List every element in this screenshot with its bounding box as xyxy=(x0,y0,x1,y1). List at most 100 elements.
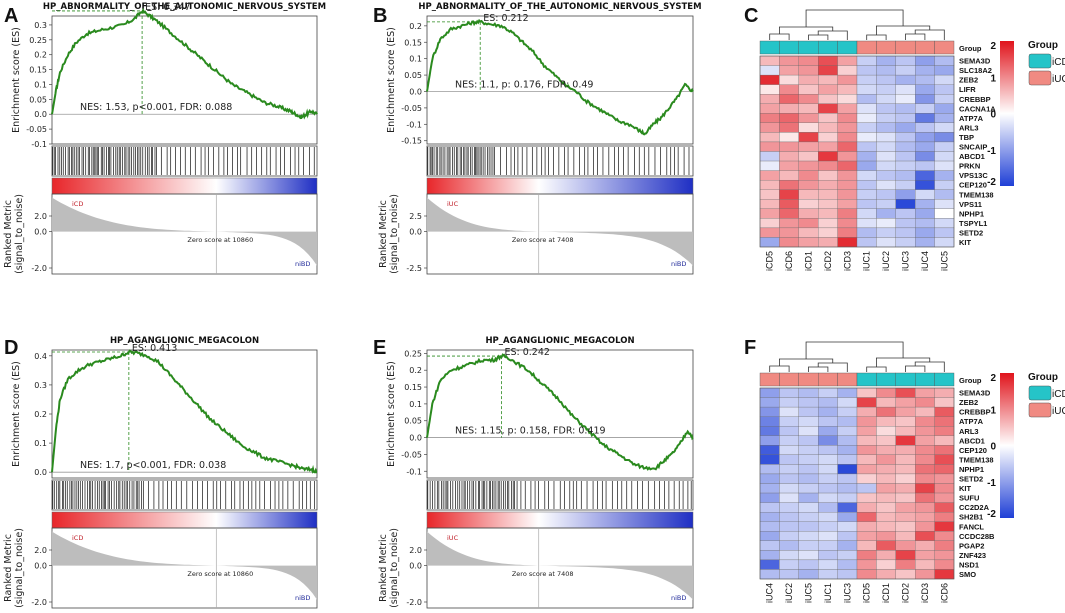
heatmap-cell xyxy=(779,540,799,551)
heatmap-cell xyxy=(895,426,916,436)
heatmap-cell xyxy=(856,218,877,229)
heatmap-cell xyxy=(876,416,896,427)
heatmap-cell xyxy=(798,406,819,417)
heatmap-cell xyxy=(876,170,896,181)
sample-label: iUC1 xyxy=(862,251,872,271)
heatmap-cell xyxy=(895,492,916,503)
negative-group-label: niBD xyxy=(295,260,310,268)
gene-label: SLC18A2 xyxy=(959,66,992,75)
heatmap-cell xyxy=(798,227,819,238)
heatmap-cell xyxy=(856,512,877,522)
heatmap-cell xyxy=(934,559,955,570)
gsea-title: HP_ABNORMALITY_OF_THE_AUTONOMIC_NERVOUS_… xyxy=(418,2,701,12)
heatmap-cell xyxy=(818,141,838,152)
heatmap-cell xyxy=(779,170,799,181)
gene-label: SEMA3D xyxy=(959,389,991,398)
heatmap-cell xyxy=(915,94,935,104)
heatmap-cell xyxy=(876,179,896,190)
heatmap-cell xyxy=(837,454,858,465)
heatmap-cell xyxy=(895,406,916,417)
heatmap-cell xyxy=(818,74,838,85)
sample-label: iUC5 xyxy=(804,583,814,603)
heatmap-cell xyxy=(895,454,916,465)
heatmap-cell xyxy=(818,531,838,541)
heatmap-cell xyxy=(856,122,877,133)
heatmap-cell xyxy=(856,65,877,76)
stats-label: NES: 1.7, p<0.001, FDR: 0.038 xyxy=(80,460,226,471)
colorbar xyxy=(1000,373,1014,518)
heatmap-cell xyxy=(856,502,877,513)
heatmap-cell xyxy=(876,435,896,446)
legend-label-iuc: iUC xyxy=(1052,406,1065,417)
heatmap-cell xyxy=(915,237,935,248)
heatmap-cell xyxy=(818,94,838,104)
heatmap-cell xyxy=(818,550,838,561)
heatmap-cell xyxy=(759,445,780,455)
heatmap-cell xyxy=(934,132,955,143)
heatmap-cell xyxy=(759,492,780,503)
heatmap-cell xyxy=(895,512,916,522)
legend-label-icd: iCD xyxy=(1052,57,1065,68)
heatmap-cell xyxy=(876,512,896,522)
heatmap-cell xyxy=(876,208,896,219)
heatmap-cell xyxy=(759,65,780,76)
heatmap-cell xyxy=(934,397,955,408)
heatmap-cell xyxy=(818,540,838,551)
colorbar-tick-label: -2 xyxy=(987,177,996,188)
es-curve xyxy=(426,18,694,136)
heatmap-cell xyxy=(915,141,935,152)
group-row-label: Group xyxy=(959,376,982,385)
heatmap-cell xyxy=(856,521,877,532)
heatmap-cell xyxy=(895,65,916,76)
heatmap-cell xyxy=(934,55,955,66)
heatmap-cell xyxy=(856,94,877,104)
heatmap-cell xyxy=(934,199,955,209)
metric-axis-label: Ranked Metric(signal_to_noise) xyxy=(378,194,400,274)
heatmap-cell xyxy=(895,550,916,561)
heatmap-cell xyxy=(934,521,955,532)
dendrogram-branch xyxy=(914,29,945,40)
heatmap-cell xyxy=(895,531,916,541)
heatmap-cell xyxy=(779,74,799,85)
es-value-label: ES: 0.347 xyxy=(145,2,190,13)
heatmap-cell xyxy=(818,387,838,398)
heatmap-cell xyxy=(895,397,916,408)
panel-label: C xyxy=(744,5,758,27)
sample-label: iUC3 xyxy=(901,251,911,271)
heatmap-cell xyxy=(934,540,955,551)
heatmap-cell xyxy=(915,199,935,209)
es-tick-label: 0.0 xyxy=(34,468,47,477)
heatmap-cell xyxy=(837,550,858,561)
legend-label-icd: iCD xyxy=(1052,389,1065,400)
es-tick-label: -0.1 xyxy=(406,467,422,476)
heatmap-cell xyxy=(895,55,916,66)
heatmap-cell xyxy=(934,569,955,580)
heatmap-cell xyxy=(856,160,877,171)
heatmap-cell xyxy=(818,218,838,229)
heatmap-cell xyxy=(818,103,838,114)
sample-label: iCD5 xyxy=(765,251,775,271)
sample-label: iCD1 xyxy=(881,583,891,603)
heatmap-cell xyxy=(837,521,858,532)
stats-label: NES: 1.1, p: 0.176, FDR: 0.49 xyxy=(455,79,593,90)
es-axis-label: Enrichment score (ES) xyxy=(11,27,22,133)
group-annotation-cell xyxy=(759,372,780,387)
gene-label: NPHP1 xyxy=(959,465,984,474)
heatmap-cell xyxy=(798,160,819,171)
es-tick-label: 0.4 xyxy=(34,352,47,361)
ranked-metric-area xyxy=(52,197,317,266)
sample-label: iCD2 xyxy=(823,251,833,271)
heatmap-cell xyxy=(876,521,896,532)
gene-label: CREBBP xyxy=(959,95,991,104)
heatmap-cell xyxy=(876,94,896,104)
dendrogram-branch xyxy=(905,33,926,40)
heatmap-cell xyxy=(837,387,858,398)
heatmap-cell xyxy=(818,227,838,238)
heatmap-cell xyxy=(798,55,819,66)
heatmap-cell xyxy=(934,218,955,229)
heatmap-cell xyxy=(818,397,838,408)
heatmap-cell xyxy=(779,103,799,114)
metric-tick-label: -2.0 xyxy=(31,264,47,273)
heatmap-cell xyxy=(915,426,935,436)
heatmap-cell xyxy=(895,387,916,398)
